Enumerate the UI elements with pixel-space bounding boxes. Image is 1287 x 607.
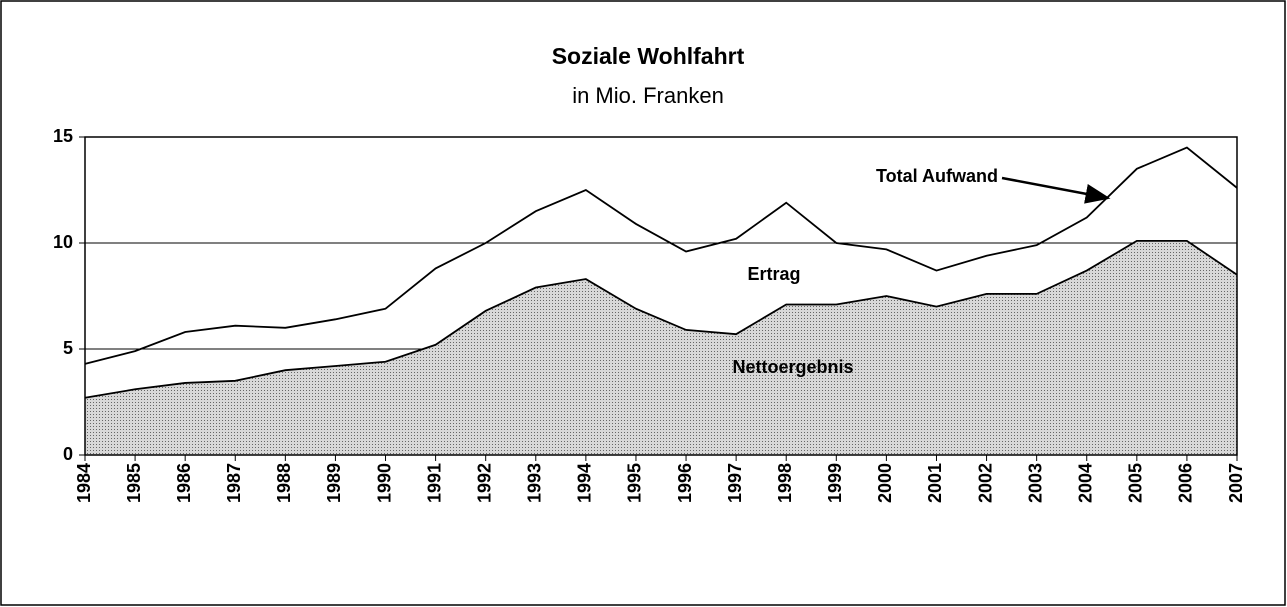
x-tick-label: 2000 xyxy=(875,463,895,503)
x-tick-label: 2004 xyxy=(1075,463,1095,503)
annotation: Total Aufwand xyxy=(876,166,998,186)
annotation: Nettoergebnis xyxy=(732,357,853,377)
plot-area: 0 5 10 15 1984 1985 1986 1987 1988 1989 1990 1991 19… xyxy=(53,126,1246,503)
annotation: Ertrag xyxy=(747,264,800,284)
x-tick-label: 1989 xyxy=(324,463,344,503)
x-tick-label: 2007 xyxy=(1226,463,1246,503)
x-tick-label: 2002 xyxy=(975,463,995,503)
y-tick-label: 10 xyxy=(53,232,73,252)
x-tick-label: 1993 xyxy=(525,463,545,503)
x-tick-label: 1994 xyxy=(575,463,595,503)
x-tick-label: 1984 xyxy=(74,463,94,503)
x-tick-label: 1999 xyxy=(825,463,845,503)
x-tick-label: 1991 xyxy=(424,463,444,503)
line xyxy=(84,146,1238,365)
x-tick-label: 1988 xyxy=(274,463,294,503)
x-tick-label: 2001 xyxy=(925,463,945,503)
x-tick-label: 1987 xyxy=(224,463,244,503)
x-tick-label: 2005 xyxy=(1126,463,1146,503)
chart-subtitle: in Mio. Franken xyxy=(572,83,724,108)
x-tick-label: 1985 xyxy=(124,463,144,503)
y-tick-label: 5 xyxy=(63,338,73,358)
x-tick-label: 1992 xyxy=(474,463,494,503)
x-tick-label: 1996 xyxy=(675,463,695,503)
y-tick-label: 15 xyxy=(53,126,73,146)
plot-border xyxy=(84,136,1238,456)
x-tick-label: 2003 xyxy=(1025,463,1045,503)
annotation-arrow xyxy=(1001,176,1111,204)
y-tick-label: 0 xyxy=(63,444,73,464)
area xyxy=(85,240,1237,455)
x-tick-label: 1990 xyxy=(374,463,394,503)
x-tick-label: 1986 xyxy=(174,463,194,503)
chart-title: Soziale Wohlfahrt xyxy=(552,43,745,69)
x-tick-label: 1998 xyxy=(775,463,795,503)
x-tick-label: 1997 xyxy=(725,463,745,503)
line xyxy=(84,239,1238,399)
x-tick-label: 1995 xyxy=(625,463,645,503)
x-tick-label: 2006 xyxy=(1176,463,1196,503)
